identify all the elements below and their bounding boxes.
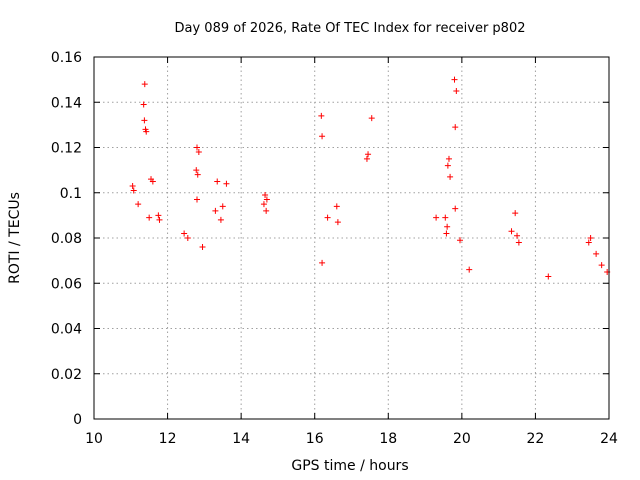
data-point: [368, 115, 375, 122]
data-point: [217, 216, 224, 223]
data-point: [194, 196, 200, 203]
data-point: [141, 81, 148, 88]
x-tick-label: 18: [379, 431, 397, 447]
x-tick-label: 20: [453, 431, 471, 447]
data-point: [135, 201, 142, 208]
data-point: [319, 259, 326, 266]
x-tick-label: 22: [527, 431, 545, 447]
data-point: [444, 162, 451, 169]
data-point: [593, 250, 600, 257]
x-axis-label: GPS time / hours: [291, 458, 408, 474]
data-point: [260, 201, 267, 208]
data-point: [149, 178, 156, 185]
x-tick-label: 24: [600, 431, 618, 447]
data-point: [129, 182, 136, 189]
data-point: [155, 212, 162, 219]
ticks-layer: 10 12 14 16 18 20 22 24 0 0.02 0.04 0.06 0.08 0.1 0.12…: [51, 50, 618, 447]
data-point: [545, 273, 552, 280]
data-point: [194, 171, 201, 178]
data-point: [195, 149, 202, 156]
data-point: [324, 214, 331, 221]
y-tick-label: 0.14: [51, 95, 82, 111]
y-tick-label: 0.1: [60, 186, 82, 202]
x-tick-label: 10: [85, 431, 103, 447]
data-point: [445, 155, 452, 162]
data-point: [194, 144, 200, 151]
points-layer: [129, 76, 611, 280]
data-point: [515, 239, 522, 246]
data-point: [587, 235, 594, 241]
data-point: [130, 187, 137, 194]
data-point: [263, 207, 270, 214]
data-point: [442, 214, 449, 221]
data-point: [585, 239, 592, 246]
data-point: [598, 262, 605, 269]
data-point: [444, 223, 451, 230]
data-point: [365, 151, 372, 158]
data-point: [146, 214, 153, 221]
data-point: [263, 196, 270, 203]
data-point: [453, 87, 460, 94]
data-point: [184, 235, 191, 241]
data-point: [219, 203, 226, 210]
data-point: [466, 266, 473, 273]
y-tick-label: 0.02: [51, 367, 82, 383]
data-point: [319, 133, 326, 140]
data-point: [156, 216, 163, 223]
data-point: [223, 180, 230, 187]
y-tick-label: 0.12: [51, 141, 82, 157]
y-axis-label: ROTI / TECUs: [7, 192, 23, 284]
data-point: [181, 230, 188, 237]
data-point: [318, 112, 325, 119]
y-tick-label: 0.16: [51, 50, 82, 66]
data-point: [333, 203, 340, 210]
x-tick-label: 16: [306, 431, 324, 447]
data-point: [141, 117, 148, 124]
data-point: [452, 205, 459, 212]
data-point: [363, 155, 370, 162]
data-point: [433, 214, 440, 221]
y-tick-label: 0.06: [51, 276, 82, 292]
data-point: [451, 76, 458, 83]
grid-layer: [94, 57, 609, 419]
data-point: [512, 210, 519, 217]
data-point: [143, 128, 150, 135]
data-point: [193, 167, 200, 174]
data-point: [514, 232, 521, 239]
x-tick-label: 12: [159, 431, 177, 447]
chart-title: Day 089 of 2026, Rate Of TEC Index for r…: [175, 21, 526, 36]
y-tick-label: 0: [73, 412, 82, 428]
x-tick-label: 14: [232, 431, 250, 447]
data-point: [443, 230, 450, 237]
data-point: [457, 237, 464, 244]
data-point: [140, 101, 147, 108]
data-point: [262, 192, 269, 199]
data-point: [334, 219, 341, 226]
data-point: [452, 124, 459, 131]
data-point: [214, 178, 221, 185]
y-tick-label: 0.08: [51, 231, 82, 247]
data-point: [199, 244, 206, 251]
data-point: [212, 207, 219, 214]
y-tick-label: 0.04: [51, 322, 82, 338]
data-point: [447, 173, 454, 180]
data-point: [508, 228, 515, 235]
